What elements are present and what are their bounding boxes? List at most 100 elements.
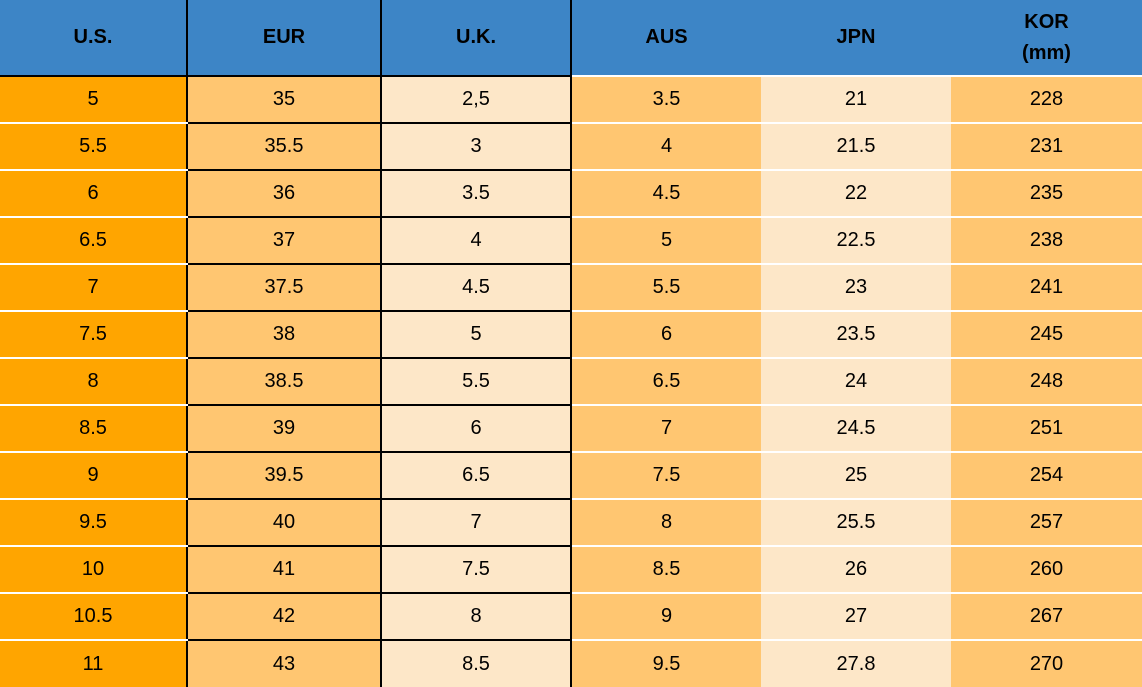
table-row: 10 41 7.5 8.5 26 260 <box>0 546 1142 594</box>
cell-jpn: 25 <box>761 452 951 500</box>
cell-jpn: 23 <box>761 264 951 312</box>
cell-aus: 6.5 <box>571 358 761 406</box>
cell-uk: 8 <box>381 593 572 641</box>
cell-kor: 267 <box>951 593 1142 641</box>
cell-us: 7 <box>0 264 188 312</box>
column-header-kor: KOR (mm) <box>951 0 1142 77</box>
table-body: 5 35 2,5 3.5 21 228 5.5 35.5 3 4 21.5 231 6 36 3.5 4.5 2… <box>0 76 1142 687</box>
cell-jpn: 23.5 <box>761 311 951 359</box>
cell-aus: 4 <box>571 123 761 171</box>
cell-jpn: 27.8 <box>761 640 951 687</box>
cell-eur: 43 <box>187 640 382 687</box>
cell-aus: 3.5 <box>571 76 761 124</box>
cell-uk: 4 <box>381 217 572 265</box>
cell-uk: 3.5 <box>381 170 572 218</box>
column-header-us-label: U.S. <box>73 26 113 48</box>
table-row: 8 38.5 5.5 6.5 24 248 <box>0 358 1142 406</box>
cell-eur: 36 <box>187 170 382 218</box>
cell-eur: 39.5 <box>187 452 382 500</box>
cell-us: 6 <box>0 170 188 218</box>
cell-aus: 9 <box>571 593 761 641</box>
column-header-jpn-label: JPN <box>836 26 876 48</box>
column-header-uk-label: U.K. <box>456 26 496 48</box>
cell-uk: 2,5 <box>381 76 572 124</box>
cell-eur: 37 <box>187 217 382 265</box>
table-row: 10.5 42 8 9 27 267 <box>0 593 1142 641</box>
cell-uk: 8.5 <box>381 640 572 687</box>
cell-jpn: 25.5 <box>761 499 951 547</box>
cell-aus: 5.5 <box>571 264 761 312</box>
column-header-eur: EUR <box>187 0 382 77</box>
cell-us: 7.5 <box>0 311 188 359</box>
cell-aus: 8 <box>571 499 761 547</box>
cell-kor: 270 <box>951 640 1142 687</box>
table-row: 7.5 38 5 6 23.5 245 <box>0 311 1142 359</box>
cell-kor: 231 <box>951 123 1142 171</box>
cell-jpn: 22 <box>761 170 951 218</box>
cell-eur: 38.5 <box>187 358 382 406</box>
table-row: 6 36 3.5 4.5 22 235 <box>0 170 1142 218</box>
cell-kor: 257 <box>951 499 1142 547</box>
column-header-us: U.S. <box>0 0 188 77</box>
cell-kor: 248 <box>951 358 1142 406</box>
column-header-aus: AUS <box>571 0 761 77</box>
cell-eur: 37.5 <box>187 264 382 312</box>
cell-uk: 7.5 <box>381 546 572 594</box>
column-header-kor-unit: (mm) <box>1022 41 1071 64</box>
cell-eur: 42 <box>187 593 382 641</box>
cell-eur: 39 <box>187 405 382 453</box>
cell-us: 5.5 <box>0 123 188 171</box>
cell-aus: 6 <box>571 311 761 359</box>
cell-eur: 38 <box>187 311 382 359</box>
cell-aus: 7.5 <box>571 452 761 500</box>
cell-jpn: 21.5 <box>761 123 951 171</box>
table-row: 11 43 8.5 9.5 27.8 270 <box>0 640 1142 687</box>
cell-jpn: 26 <box>761 546 951 594</box>
column-header-uk: U.K. <box>381 0 572 77</box>
table-row: 5.5 35.5 3 4 21.5 231 <box>0 123 1142 171</box>
table-row: 9.5 40 7 8 25.5 257 <box>0 499 1142 547</box>
cell-us: 10.5 <box>0 593 188 641</box>
cell-eur: 35 <box>187 76 382 124</box>
cell-uk: 3 <box>381 123 572 171</box>
table-row: 9 39.5 6.5 7.5 25 254 <box>0 452 1142 500</box>
cell-aus: 5 <box>571 217 761 265</box>
cell-eur: 40 <box>187 499 382 547</box>
cell-aus: 4.5 <box>571 170 761 218</box>
cell-kor: 228 <box>951 76 1142 124</box>
cell-kor: 238 <box>951 217 1142 265</box>
table-row: 8.5 39 6 7 24.5 251 <box>0 405 1142 453</box>
cell-uk: 5 <box>381 311 572 359</box>
cell-us: 5 <box>0 76 188 124</box>
cell-us: 9 <box>0 452 188 500</box>
table-row: 5 35 2,5 3.5 21 228 <box>0 76 1142 124</box>
cell-kor: 235 <box>951 170 1142 218</box>
table-header: U.S. EUR U.K. AUS JPN KOR (mm) <box>0 0 1142 77</box>
cell-us: 11 <box>0 640 188 687</box>
table-row: 6.5 37 4 5 22.5 238 <box>0 217 1142 265</box>
column-header-jpn: JPN <box>761 0 951 77</box>
cell-uk: 6.5 <box>381 452 572 500</box>
cell-kor: 241 <box>951 264 1142 312</box>
cell-jpn: 24 <box>761 358 951 406</box>
cell-aus: 7 <box>571 405 761 453</box>
cell-uk: 5.5 <box>381 358 572 406</box>
header-row: U.S. EUR U.K. AUS JPN KOR (mm) <box>0 0 1142 77</box>
column-header-kor-label: KOR <box>1024 10 1069 33</box>
cell-us: 8.5 <box>0 405 188 453</box>
cell-us: 6.5 <box>0 217 188 265</box>
cell-kor: 251 <box>951 405 1142 453</box>
cell-us: 10 <box>0 546 188 594</box>
cell-uk: 6 <box>381 405 572 453</box>
cell-kor: 254 <box>951 452 1142 500</box>
cell-jpn: 21 <box>761 76 951 124</box>
cell-uk: 4.5 <box>381 264 572 312</box>
cell-jpn: 22.5 <box>761 217 951 265</box>
cell-eur: 35.5 <box>187 123 382 171</box>
column-header-eur-label: EUR <box>262 26 306 48</box>
cell-jpn: 24.5 <box>761 405 951 453</box>
cell-aus: 9.5 <box>571 640 761 687</box>
column-header-aus-label: AUS <box>645 26 688 48</box>
cell-aus: 8.5 <box>571 546 761 594</box>
